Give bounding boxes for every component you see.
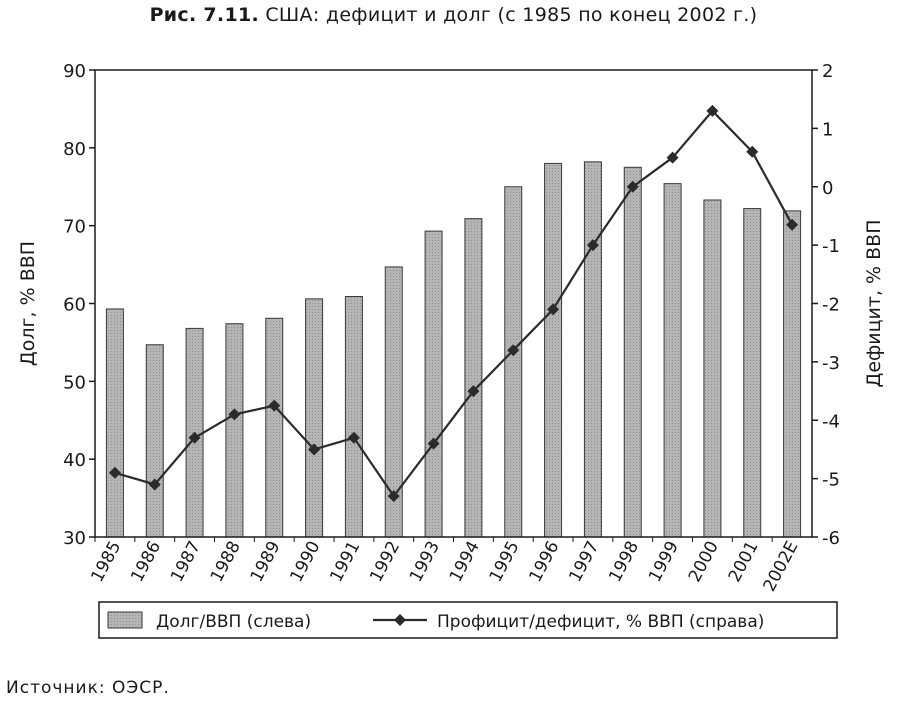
x-tick-label: 2001 xyxy=(725,538,763,586)
left-tick-label: 30 xyxy=(63,528,86,549)
bar-2000 xyxy=(703,199,722,538)
figure-caption: США: дефицит и долг (с 1985 по конец 200… xyxy=(265,4,758,26)
bar-1993 xyxy=(424,230,443,538)
y-left-axis-title: Долг, % ВВП xyxy=(17,241,39,366)
bar-2001 xyxy=(743,208,762,538)
line-marker-1992 xyxy=(387,490,400,503)
line-marker-1991 xyxy=(347,431,360,444)
right-tick-label: -6 xyxy=(822,528,840,549)
line-marker-1989 xyxy=(268,399,281,412)
x-tick-label: 1991 xyxy=(326,538,364,586)
figure-number: Рис. 7.11. xyxy=(149,4,260,26)
left-tick-label: 80 xyxy=(63,139,86,160)
right-tick-label: 1 xyxy=(822,119,833,140)
figure-title: Рис. 7.11. США: дефицит и долг (с 1985 п… xyxy=(0,4,907,26)
line-marker-1993 xyxy=(427,437,440,450)
bar-1989 xyxy=(265,317,284,538)
bar-1988 xyxy=(225,323,244,538)
right-tick-label: -1 xyxy=(822,236,840,257)
x-tick-label: 1985 xyxy=(87,538,125,586)
left-tick-label: 40 xyxy=(63,450,86,471)
x-tick-label: 1993 xyxy=(406,538,444,586)
bar-series xyxy=(105,161,802,538)
right-tick-label: -3 xyxy=(822,353,840,374)
line-marker-1996 xyxy=(547,303,560,316)
axis-labels: Долг, % ВВП Дефицит, % ВВП xyxy=(17,219,885,387)
line-marker-1997 xyxy=(586,239,599,252)
legend-label-bars: Долг/ВВП (слева) xyxy=(156,612,311,632)
legend-label-line: Профицит/дефицит, % ВВП (справа) xyxy=(437,612,764,632)
x-tick-label: 1986 xyxy=(127,538,165,586)
line-marker-1986 xyxy=(148,478,161,491)
line-marker-2002E xyxy=(786,218,799,231)
x-tick-label: 1992 xyxy=(366,538,404,586)
bar-1995 xyxy=(504,186,523,538)
y-right-axis-title: Дефицит, % ВВП xyxy=(863,219,885,387)
left-tick-label: 70 xyxy=(63,217,86,238)
bar-1991 xyxy=(344,295,363,538)
line-series xyxy=(108,104,799,503)
legend-bar-swatch xyxy=(107,611,143,629)
line-marker-1988 xyxy=(228,408,241,421)
bar-1994 xyxy=(464,218,483,538)
legend-diamond-marker xyxy=(394,614,406,626)
line-marker-1985 xyxy=(108,466,121,479)
x-tick-label: 2002E xyxy=(759,538,802,595)
line-marker-1987 xyxy=(188,431,201,444)
legend-box xyxy=(98,601,838,639)
line-marker-1995 xyxy=(507,344,520,357)
line-marker-1994 xyxy=(467,385,480,398)
bar-1998 xyxy=(623,166,642,538)
line-marker-2001 xyxy=(746,145,759,158)
line-marker-1998 xyxy=(626,180,639,193)
bar-2002E xyxy=(783,210,802,538)
bar-1999 xyxy=(663,183,682,538)
line-marker-2000 xyxy=(706,104,719,117)
right-tick-label: -5 xyxy=(822,470,840,491)
x-tick-label: 1990 xyxy=(287,538,325,586)
x-tick-label: 1996 xyxy=(526,538,564,586)
right-tick-label: 2 xyxy=(822,61,833,82)
bar-1997 xyxy=(583,161,602,538)
bar-1990 xyxy=(305,298,324,538)
x-tick-label: 1988 xyxy=(207,538,245,586)
legend: Долг/ВВП (слева) Профицит/дефицит, % ВВП … xyxy=(98,601,838,639)
bar-1996 xyxy=(544,162,563,538)
line-marker-1999 xyxy=(666,151,679,164)
left-tick-label: 60 xyxy=(63,295,86,316)
right-tick-label: 0 xyxy=(822,178,833,199)
source-note: Источник: ОЭСР. xyxy=(6,678,170,698)
x-tick-label: 1995 xyxy=(486,538,524,586)
x-tick-label: 1999 xyxy=(645,538,683,586)
x-tick-label: 1997 xyxy=(565,538,603,586)
left-tick-label: 50 xyxy=(63,372,86,393)
x-tick-label: 1994 xyxy=(446,538,484,586)
left-tick-label: 90 xyxy=(63,61,86,82)
right-tick-label: -2 xyxy=(822,295,840,316)
x-tick-label: 1987 xyxy=(167,538,205,586)
bar-1985 xyxy=(105,308,124,538)
right-tick-label: -4 xyxy=(822,411,840,432)
line-marker-1990 xyxy=(308,443,321,456)
x-tick-label: 1989 xyxy=(247,538,285,586)
x-tick-label: 2000 xyxy=(685,538,723,586)
x-tick-label: 1998 xyxy=(605,538,643,586)
line-path xyxy=(114,109,794,498)
bar-1986 xyxy=(145,344,164,538)
